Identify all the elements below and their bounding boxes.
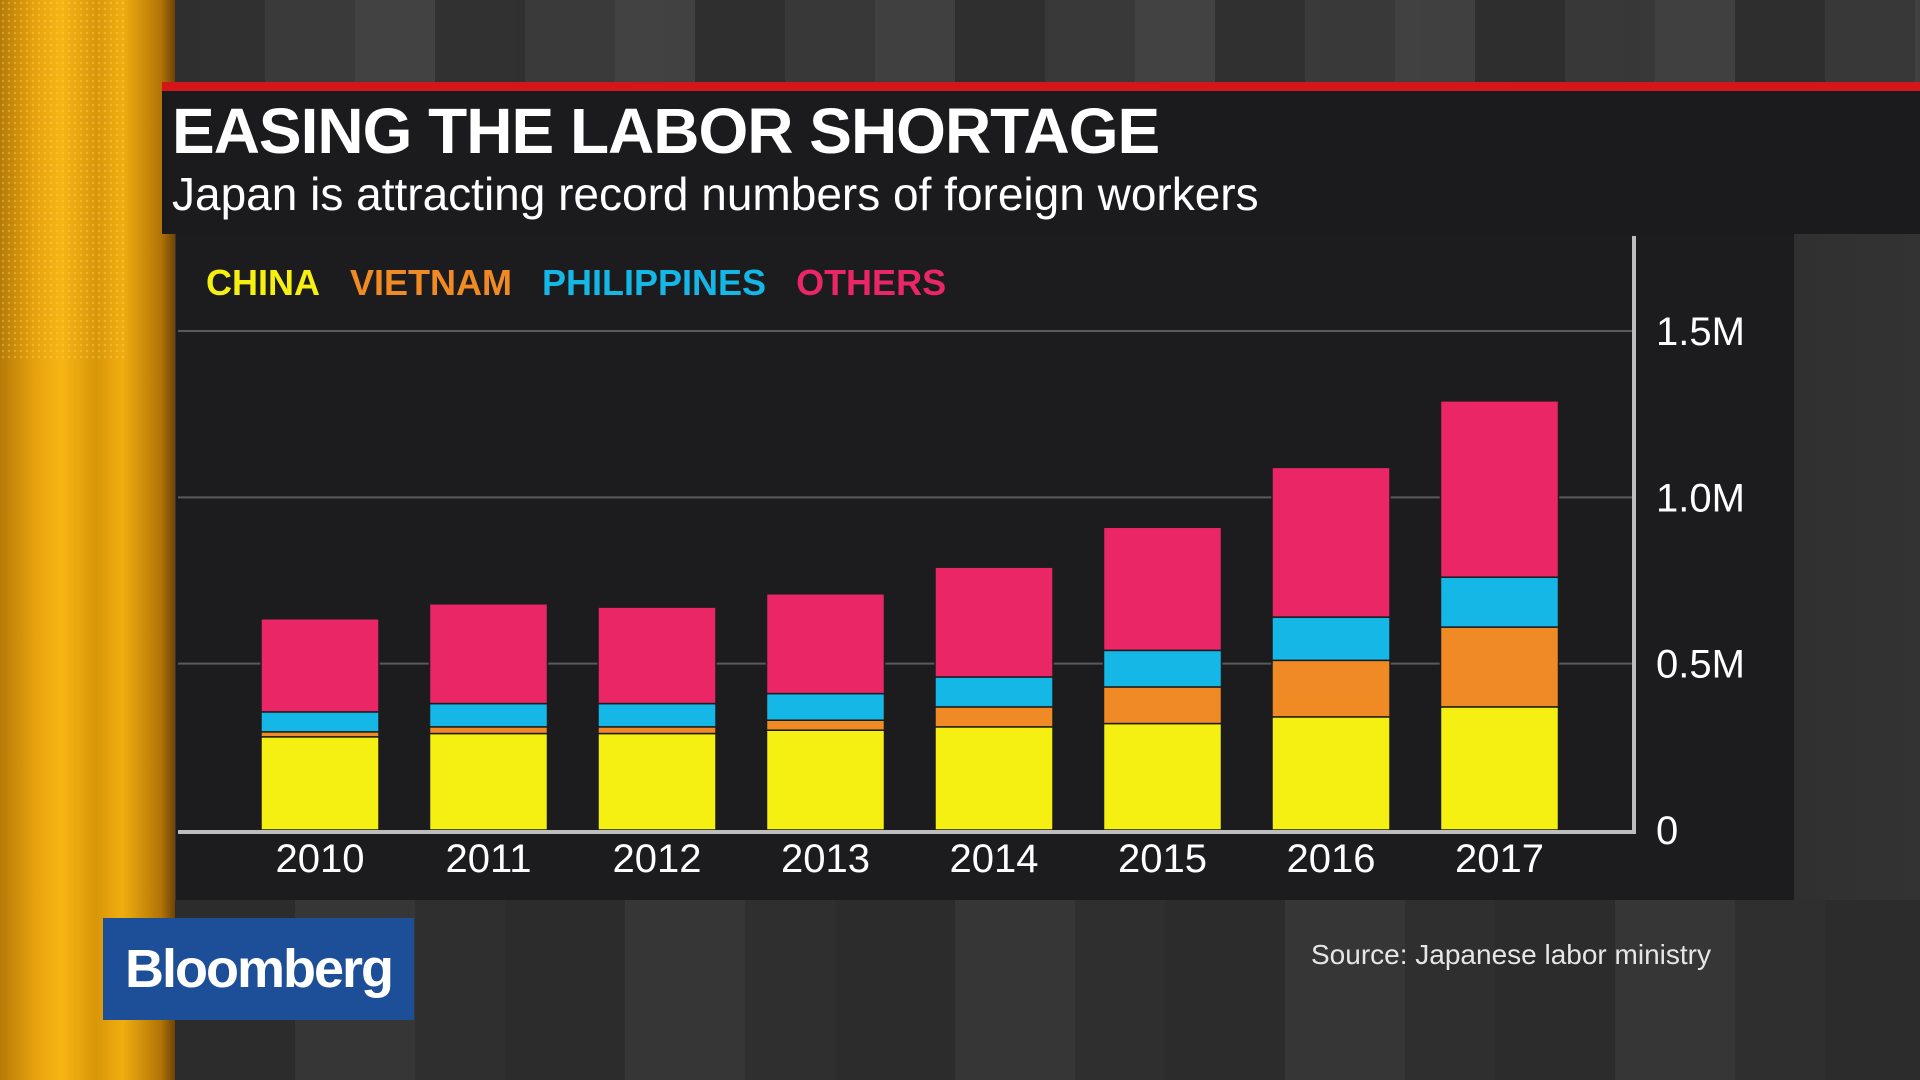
- logo-text: Bloomberg: [124, 939, 394, 999]
- bar-philippines-2014: [934, 676, 1054, 708]
- bar-philippines-2017: [1439, 576, 1560, 628]
- legend-item-china: CHINA: [206, 262, 320, 303]
- bar-vietnam-2015: [1102, 686, 1223, 725]
- bar-others-2010: [260, 618, 380, 713]
- bar-philippines-2010: [260, 711, 380, 733]
- x-tick-label: 2011: [445, 837, 531, 881]
- amber-side-wall: [0, 0, 175, 1080]
- bar-china-2016: [1271, 716, 1391, 831]
- bar-china-2012: [597, 732, 717, 831]
- bar-vietnam-2014: [934, 706, 1054, 728]
- bar-vietnam-2012: [597, 726, 717, 735]
- x-tick-label: 2012: [613, 837, 702, 881]
- bar-others-2017: [1439, 400, 1560, 578]
- bar-philippines-2013: [765, 692, 886, 721]
- bar-china-2010: [260, 736, 380, 831]
- bar-philippines-2015: [1102, 649, 1223, 688]
- bar-vietnam-2016: [1271, 659, 1391, 718]
- chart-subtitle: Japan is attracting record numbers of fo…: [172, 168, 1259, 220]
- bar-others-2013: [765, 593, 886, 695]
- x-tick-label: 2013: [781, 837, 870, 881]
- bar-china-2017: [1439, 706, 1560, 831]
- legend-item-philippines: PHILIPPINES: [542, 262, 767, 303]
- bar-china-2014: [934, 726, 1054, 831]
- legend-item-vietnam: VIETNAM: [350, 262, 512, 303]
- bar-vietnam-2011: [428, 726, 549, 735]
- bar-others-2012: [597, 606, 717, 705]
- bloomberg-logo: Bloomberg: [103, 918, 414, 1020]
- studio-floor: [175, 900, 1920, 1080]
- chart-legend: CHINA VIETNAM PHILIPPINES OTHERS: [206, 262, 946, 306]
- bar-china-2015: [1102, 722, 1223, 831]
- x-tick-label: 2016: [1287, 837, 1376, 881]
- x-tick-label: 2017: [1455, 837, 1544, 881]
- bar-philippines-2016: [1271, 616, 1391, 662]
- bar-philippines-2012: [597, 702, 717, 728]
- bar-others-2015: [1102, 526, 1223, 652]
- bar-others-2016: [1271, 466, 1391, 618]
- bar-vietnam-2013: [765, 719, 886, 731]
- x-tick-label: 2014: [950, 837, 1039, 881]
- amber-dot-pattern: [0, 0, 125, 360]
- x-tick-label: 2015: [1118, 837, 1207, 881]
- y-tick-label: 0.5M: [1656, 643, 1745, 687]
- bar-china-2013: [765, 729, 886, 831]
- x-tick-label: 2010: [276, 837, 365, 881]
- red-accent-rule: [162, 82, 1920, 91]
- bar-china-2011: [428, 732, 549, 831]
- bar-others-2014: [934, 566, 1054, 678]
- source-note: Source: Japanese labor ministry: [1311, 939, 1711, 970]
- y-tick-label: 0: [1656, 809, 1678, 853]
- bar-others-2011: [428, 603, 549, 705]
- y-tick-label: 1.0M: [1656, 476, 1745, 520]
- legend-item-others: OTHERS: [796, 262, 947, 303]
- y-tick-label: 1.5M: [1656, 310, 1745, 354]
- bar-vietnam-2017: [1439, 626, 1560, 708]
- studio-top-stripes: [175, 0, 1920, 84]
- chart-title: EASING THE LABOR SHORTAGE: [172, 95, 1160, 167]
- title-band: [162, 82, 1920, 234]
- bar-philippines-2011: [428, 702, 549, 728]
